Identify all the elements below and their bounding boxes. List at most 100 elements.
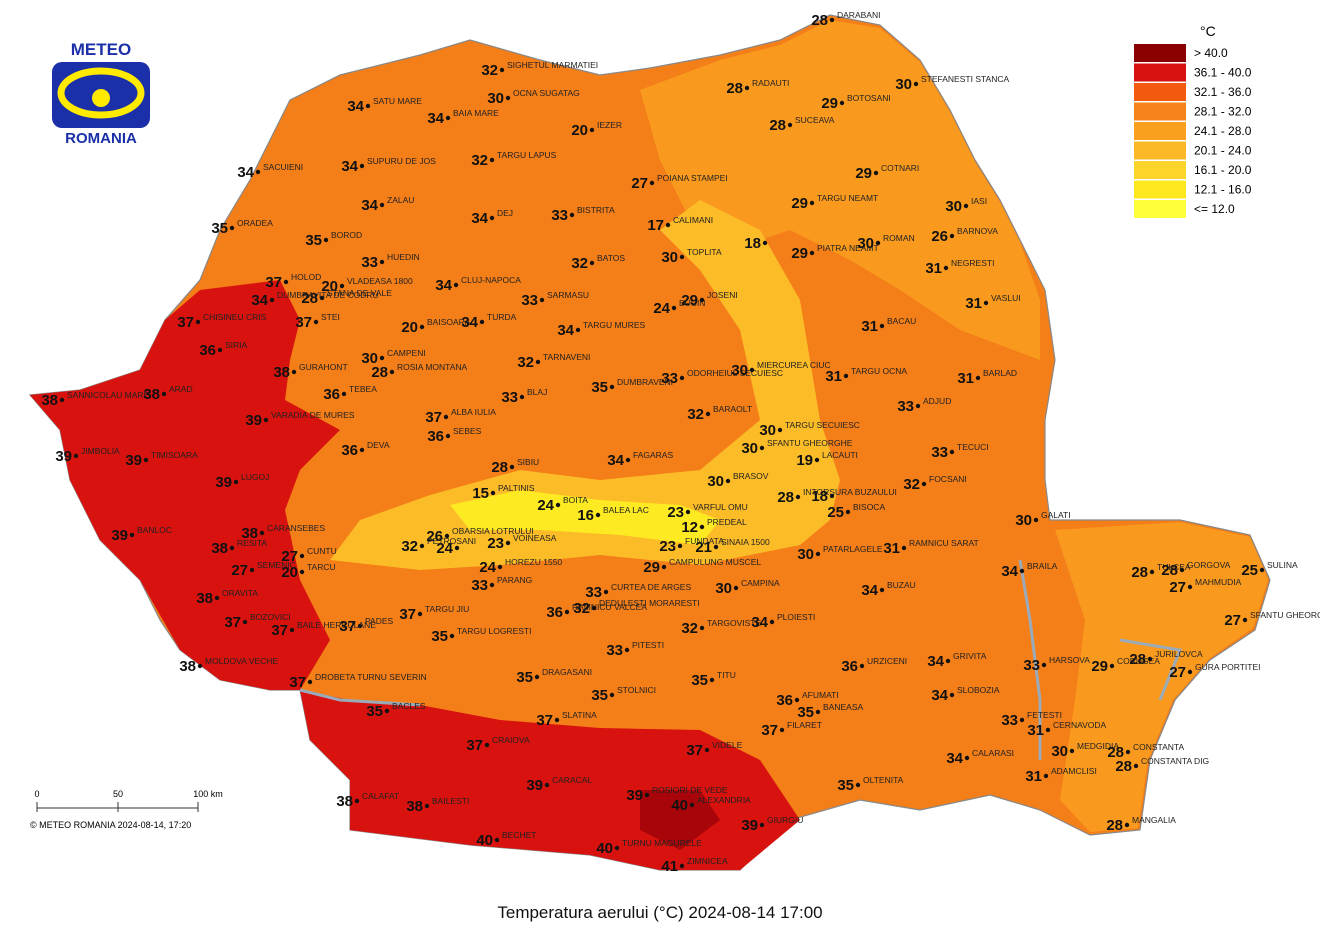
station-name: BRAILA <box>1027 561 1058 571</box>
station-dot <box>873 170 879 176</box>
station-value: 36 <box>841 658 858 675</box>
legend-label: <= 12.0 <box>1194 202 1235 216</box>
station-value: 33 <box>931 444 948 461</box>
station-value: 37 <box>224 614 241 631</box>
station-value: 19 <box>796 452 813 469</box>
station-value: 35 <box>516 669 533 686</box>
station-name: IASI <box>971 196 987 206</box>
station-value: 37 <box>265 274 282 291</box>
station-dot <box>1069 748 1075 754</box>
station-value: 29 <box>1091 658 1108 675</box>
station-value: 37 <box>536 712 553 729</box>
station-value: 23 <box>659 538 676 555</box>
station-dot <box>489 582 495 588</box>
station-value: 34 <box>237 164 254 181</box>
station-name: SIRIA <box>225 340 248 350</box>
station-value: 28 <box>1131 564 1148 581</box>
station-name: RAMNICU SARAT <box>909 538 979 548</box>
station-name: URZICENI <box>867 656 907 666</box>
station-dot <box>945 658 951 664</box>
station-name: FUNDATA <box>685 536 724 546</box>
station-dot <box>777 427 783 433</box>
station-value: 28 <box>491 459 508 476</box>
station-value: 34 <box>751 614 768 631</box>
station-dot <box>59 397 65 403</box>
station-dot <box>1045 727 1051 733</box>
station-dot <box>283 279 289 285</box>
station-dot <box>794 697 800 703</box>
station-dot <box>341 391 347 397</box>
station-name: JIMBOLIA <box>81 446 120 456</box>
station-name: PIATRA NEAMT <box>817 243 879 253</box>
station-value: 20 <box>401 319 418 336</box>
station-name: VLADEASA 1800 <box>347 276 413 286</box>
station-dot <box>129 532 135 538</box>
station-value: 38 <box>211 540 228 557</box>
station-name: DUMBRAVITA DE CODRU <box>277 290 379 300</box>
station-dot <box>1109 663 1115 669</box>
station-dot <box>445 433 451 439</box>
station-value: 30 <box>361 350 378 367</box>
station-value: 35 <box>366 703 383 720</box>
station-value: 39 <box>526 777 543 794</box>
station-name: CLUJ-NAPOCA <box>461 275 521 285</box>
station-dot <box>609 384 615 390</box>
station-value: 35 <box>691 672 708 689</box>
station-value: 28 <box>726 80 743 97</box>
station-value: 33 <box>471 577 488 594</box>
station-name: PREDEAL <box>707 517 747 527</box>
station-name: SFANTU GHEORGHE <box>1250 610 1320 620</box>
station-dot <box>975 375 981 381</box>
station-dot <box>595 512 601 518</box>
station-dot <box>389 369 395 375</box>
station-value: 21 <box>695 539 712 556</box>
station-dot <box>677 543 683 549</box>
station-name: SFANTU GHEORGHE <box>767 438 853 448</box>
station-value: 39 <box>125 452 142 469</box>
station-dot <box>229 545 235 551</box>
map-shapes <box>28 14 1271 871</box>
station-dot <box>263 417 269 423</box>
station-name: MEDGIDIA <box>1077 741 1119 751</box>
station-value: 33 <box>361 254 378 271</box>
station-name: MANGALIA <box>1132 815 1176 825</box>
station-value: 37 <box>686 742 703 759</box>
station-name: DARABANI <box>837 10 880 20</box>
station-dot <box>685 509 691 515</box>
station-name: OCNA SUGATAG <box>513 88 580 98</box>
station-value: 40 <box>671 797 688 814</box>
station-value: 38 <box>143 386 160 403</box>
logo-sun <box>92 89 110 107</box>
station-name: GORGOVA <box>1187 560 1231 570</box>
station-dot <box>424 803 430 809</box>
station-name: ADJUD <box>923 396 951 406</box>
station-dot <box>1124 822 1130 828</box>
station-dot <box>354 798 360 804</box>
station-value: 36 <box>546 604 563 621</box>
station-dot <box>479 319 485 325</box>
station-name: STEFANESTI STANCA <box>921 74 1009 84</box>
station-dot <box>484 742 490 748</box>
station-name: SULINA <box>1267 560 1298 570</box>
station-value: 36 <box>341 442 358 459</box>
station-name: CERNAVODA <box>1053 720 1107 730</box>
station-name: SATU MARE <box>373 96 422 106</box>
station-dot <box>679 375 685 381</box>
station-name: VARADIA DE MURES <box>271 410 355 420</box>
legend-swatch <box>1134 44 1186 62</box>
station-value: 34 <box>251 292 268 309</box>
station-name: TIMISOARA <box>151 450 198 460</box>
station-name: BARAOLT <box>713 404 752 414</box>
station-value: 30 <box>487 90 504 107</box>
station-dot <box>1242 617 1248 623</box>
station-value: 15 <box>472 485 489 502</box>
station-name: CALIMANI <box>673 215 713 225</box>
station-value: 37 <box>466 737 483 754</box>
station-dot <box>143 457 149 463</box>
station-name: LACAUTI <box>822 450 858 460</box>
station-name: SANNICOLAU MARE <box>67 390 150 400</box>
station-value: 26 <box>426 528 443 545</box>
station-name: NEGRESTI <box>951 258 994 268</box>
station-value: 34 <box>427 110 444 127</box>
logo-bottom: ROMANIA <box>65 130 137 147</box>
